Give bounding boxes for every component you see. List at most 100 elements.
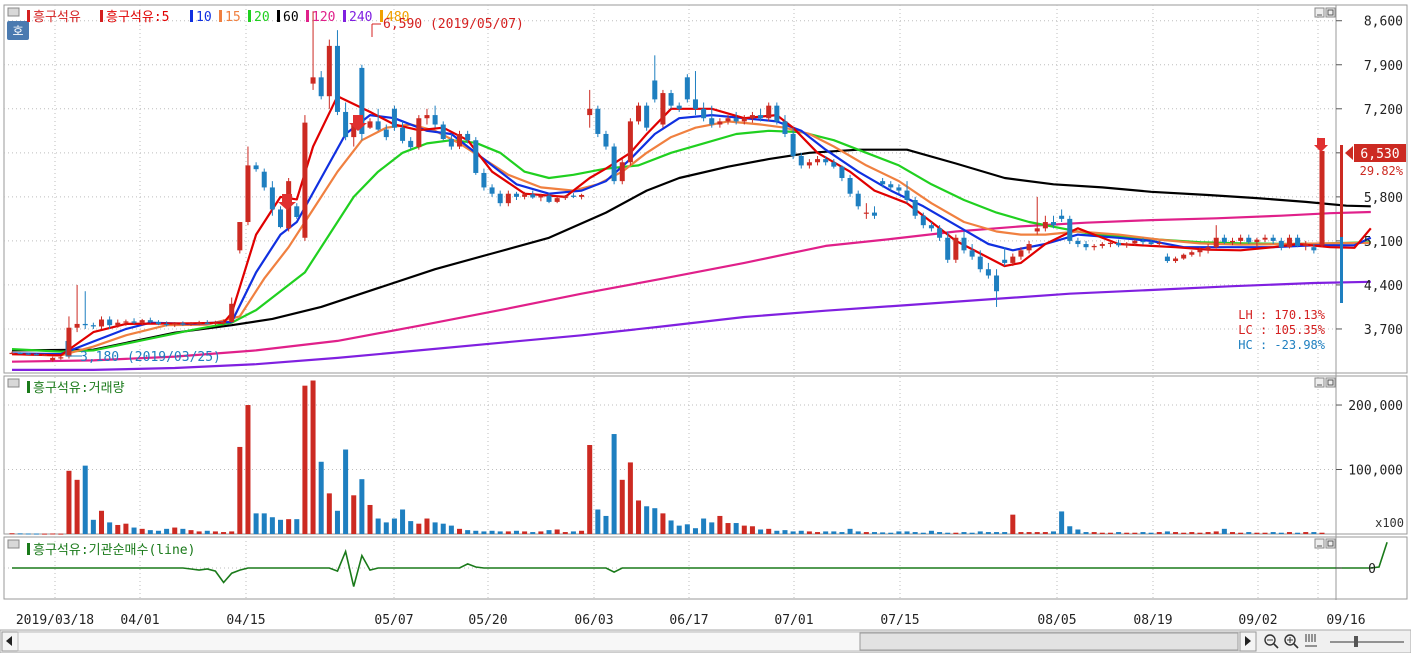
zoom-out-icon[interactable] — [1264, 634, 1279, 649]
volume-bar — [221, 532, 227, 534]
panel-minimize-icon[interactable] — [1314, 377, 1325, 388]
candle — [904, 190, 910, 201]
candle — [505, 193, 511, 204]
panel-maximize-icon[interactable] — [1325, 377, 1336, 388]
legend-item: 흥구석유:5 — [106, 10, 170, 25]
volume-panel[interactable] — [3, 375, 1408, 535]
candle — [310, 77, 316, 84]
panel-minimize-icon[interactable] — [1314, 7, 1325, 18]
volume-bar — [139, 528, 145, 534]
candle — [798, 155, 804, 166]
candle — [1132, 240, 1138, 244]
volume-bar — [937, 532, 943, 534]
volume-bar — [98, 510, 105, 534]
candle — [831, 162, 837, 167]
candle — [66, 327, 72, 357]
volume-bar — [1246, 532, 1252, 534]
candle — [619, 162, 625, 182]
scrollbar-thumb[interactable] — [859, 632, 1239, 651]
main-panel[interactable] — [3, 4, 1408, 374]
panel-maximize-icon[interactable] — [1325, 538, 1336, 549]
volume-bar — [652, 508, 658, 534]
candle — [50, 357, 56, 361]
zoom-slider[interactable] — [1330, 636, 1404, 647]
volume-bar — [733, 523, 739, 534]
volume-bar — [1238, 532, 1244, 534]
panel-menu-icon[interactable] — [7, 7, 20, 17]
candle — [408, 140, 414, 148]
candles — [9, 11, 1325, 362]
volume-bar — [522, 531, 528, 534]
volume-bar — [1042, 532, 1048, 534]
candle — [302, 122, 308, 238]
high-annotation: 6,590 (2019/05/07) — [371, 17, 524, 37]
volume-bar — [766, 528, 772, 534]
panel-minimize-icon[interactable] — [1314, 538, 1325, 549]
volume-bar — [831, 531, 837, 534]
panel-maximize-icon[interactable] — [1325, 7, 1336, 18]
down-arrow-icon — [278, 194, 296, 210]
candle — [684, 77, 690, 100]
candle — [457, 133, 463, 147]
volume-bar — [619, 479, 625, 534]
candle — [611, 146, 617, 182]
candle — [58, 357, 64, 359]
candle — [278, 209, 284, 228]
panel-menu-icon[interactable] — [7, 378, 20, 388]
volume-bar — [334, 510, 340, 534]
candle — [497, 193, 503, 204]
volume-bar — [473, 530, 479, 534]
candle — [1124, 243, 1130, 246]
ma-240-line — [12, 280, 1371, 371]
candle — [1181, 254, 1187, 259]
volume-bar — [1099, 532, 1105, 534]
volume-bar — [237, 446, 243, 534]
volume-bar — [888, 532, 894, 534]
candle — [1050, 222, 1056, 226]
volume-bar — [790, 531, 796, 534]
candle — [1091, 245, 1097, 248]
candle — [229, 303, 235, 323]
candle — [326, 45, 332, 97]
volume-bar — [1018, 532, 1024, 534]
scroll-left-button[interactable] — [1, 631, 19, 652]
volume-bar — [107, 522, 113, 534]
bar-count-icon[interactable] — [1305, 634, 1317, 647]
institution-panel-title: 흥구석유:기관순매수(line) — [33, 543, 195, 558]
volume-bar — [196, 531, 202, 534]
candle — [33, 354, 39, 356]
scroll-right-button[interactable] — [1239, 631, 1257, 652]
volume-bar — [1050, 531, 1056, 534]
volume-bar — [1254, 532, 1260, 534]
candle — [424, 115, 430, 119]
volume-bar — [1148, 532, 1154, 534]
down-arrow-icon — [1314, 138, 1328, 152]
candle — [1238, 237, 1244, 241]
y-tick-label: 7,900 — [1364, 59, 1403, 74]
candle — [522, 194, 528, 197]
volume-bar — [253, 513, 259, 534]
volume-bar — [212, 531, 218, 534]
volume-bar — [115, 524, 121, 534]
volume-bar — [164, 528, 170, 534]
panel-menu-icon[interactable] — [7, 539, 20, 549]
candle — [1311, 247, 1317, 251]
candle — [351, 124, 357, 138]
volume-bar — [1026, 532, 1032, 534]
candle — [587, 108, 593, 116]
zoom-in-icon[interactable] — [1284, 634, 1299, 649]
candle — [839, 166, 845, 178]
candle — [1140, 240, 1146, 243]
volume-bar — [269, 517, 275, 534]
candle — [1002, 259, 1008, 263]
candle — [937, 228, 943, 238]
volume-bar — [554, 529, 560, 534]
volume-bar — [147, 530, 153, 534]
volume-bar — [1140, 532, 1146, 534]
candle — [1221, 237, 1227, 243]
badge[interactable]: 호 — [7, 21, 29, 40]
candle — [749, 115, 755, 119]
stat-lc: LC : 105.35% — [1238, 323, 1325, 337]
volume-bar — [172, 527, 178, 534]
